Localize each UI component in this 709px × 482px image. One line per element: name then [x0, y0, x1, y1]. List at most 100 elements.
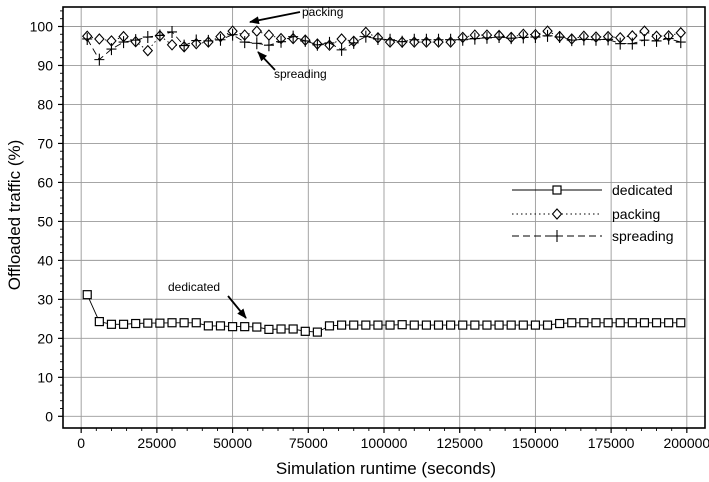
data-point-spreading: [288, 30, 299, 43]
data-point-spreading: [409, 33, 420, 46]
data-point-spreading: [276, 35, 287, 48]
data-point-spreading: [251, 37, 262, 50]
data-point-spreading: [324, 36, 335, 49]
y-tick-label: 60: [37, 174, 53, 190]
annotation-label-packing: packing: [302, 5, 343, 19]
data-point-spreading: [360, 30, 371, 43]
data-point-spreading: [94, 53, 105, 66]
y-tick-label: 80: [37, 96, 53, 112]
data-point-dedicated: [276, 324, 286, 334]
data-point-spreading: [675, 36, 686, 49]
data-point-spreading: [518, 31, 529, 44]
data-point-spreading: [179, 39, 190, 52]
annotation-label-spreading: spreading: [274, 67, 327, 81]
y-tick-label: 40: [37, 252, 53, 268]
data-point-spreading: [554, 31, 565, 44]
data-point-dedicated: [288, 324, 298, 334]
data-point-dedicated: [191, 318, 201, 328]
data-point-dedicated: [555, 318, 565, 329]
x-tick-label: 25000: [137, 435, 176, 451]
data-point-spreading: [433, 33, 444, 46]
x-tick-label: 150000: [512, 435, 559, 451]
data-point-dedicated: [82, 290, 92, 300]
data-point-spreading: [469, 32, 480, 45]
grid: [63, 7, 705, 428]
data-point-spreading: [227, 28, 238, 41]
data-point-dedicated: [252, 322, 262, 332]
x-tick-label: 100000: [361, 435, 408, 451]
data-point-spreading: [590, 33, 601, 46]
data-point-packing: [94, 33, 105, 45]
data-point-dedicated: [421, 320, 431, 330]
data-point-dedicated: [591, 318, 601, 328]
annotation-arrow-packing: [249, 11, 301, 25]
data-point-dedicated: [494, 320, 504, 330]
data-point-dedicated: [579, 318, 589, 328]
data-point-spreading: [421, 33, 432, 46]
data-point-dedicated: [300, 326, 310, 336]
y-tick-label: 20: [37, 330, 53, 346]
data-point-spreading: [603, 33, 614, 46]
data-point-spreading: [627, 37, 638, 50]
data-point-spreading: [106, 43, 117, 56]
data-point-dedicated: [482, 320, 492, 330]
data-point-spreading: [130, 34, 141, 47]
annotation-label-dedicated: dedicated: [168, 280, 220, 294]
data-point-dedicated: [458, 320, 468, 330]
data-point-spreading: [336, 43, 347, 56]
data-point-spreading: [203, 34, 214, 47]
x-tick-label: 0: [77, 435, 85, 451]
data-point-spreading: [397, 35, 408, 48]
data-point-dedicated: [215, 321, 226, 331]
y-tick-label: 100: [30, 18, 54, 34]
data-point-dedicated: [337, 320, 347, 330]
data-point-dedicated: [227, 322, 238, 332]
data-point-dedicated: [324, 321, 335, 331]
data-point-dedicated: [385, 320, 395, 330]
data-point-dedicated: [676, 318, 686, 328]
legend-marker-spreading: [552, 230, 562, 242]
data-point-spreading: [663, 32, 674, 45]
data-point-spreading: [578, 33, 589, 46]
y-tick-label: 70: [37, 135, 53, 151]
legend-label-packing: packing: [612, 206, 660, 222]
data-point-dedicated: [106, 319, 117, 329]
x-tick-label: 200000: [663, 435, 709, 451]
series-dedicated: [82, 290, 686, 337]
data-point-dedicated: [542, 320, 553, 330]
legend-label-spreading: spreading: [612, 228, 674, 244]
x-tick-label: 50000: [213, 435, 252, 451]
data-point-dedicated: [203, 321, 213, 331]
data-point-dedicated: [651, 318, 662, 328]
data-point-dedicated: [506, 320, 516, 330]
data-point-dedicated: [143, 318, 153, 328]
data-point-packing: [166, 38, 178, 51]
data-point-dedicated: [639, 318, 650, 328]
data-point-dedicated: [397, 320, 407, 330]
data-point-spreading: [506, 32, 517, 45]
data-point-spreading: [191, 34, 202, 47]
data-point-dedicated: [373, 320, 383, 330]
data-point-dedicated: [603, 318, 613, 328]
data-point-dedicated: [567, 318, 577, 328]
data-point-dedicated: [627, 318, 637, 328]
x-tick-label: 125000: [436, 435, 483, 451]
x-axis-title: Simulation runtime (seconds): [276, 459, 496, 478]
annotation-arrow-dedicated: [227, 295, 247, 319]
data-point-spreading: [118, 36, 129, 49]
data-point-spreading: [385, 33, 396, 46]
data-point-dedicated: [131, 318, 141, 329]
data-point-packing: [336, 33, 347, 45]
annotations: packing spreading dedicated: [168, 5, 343, 319]
data-point-spreading: [167, 25, 178, 38]
data-point-spreading: [445, 33, 456, 46]
data-point-packing: [251, 25, 263, 37]
data-point-spreading: [239, 36, 250, 49]
y-tick-label: 90: [37, 57, 53, 73]
data-point-dedicated: [433, 320, 444, 330]
data-point-spreading: [348, 36, 359, 49]
data-point-dedicated: [240, 322, 250, 332]
y-tick-label: 50: [37, 213, 53, 229]
data-point-dedicated: [94, 316, 104, 327]
